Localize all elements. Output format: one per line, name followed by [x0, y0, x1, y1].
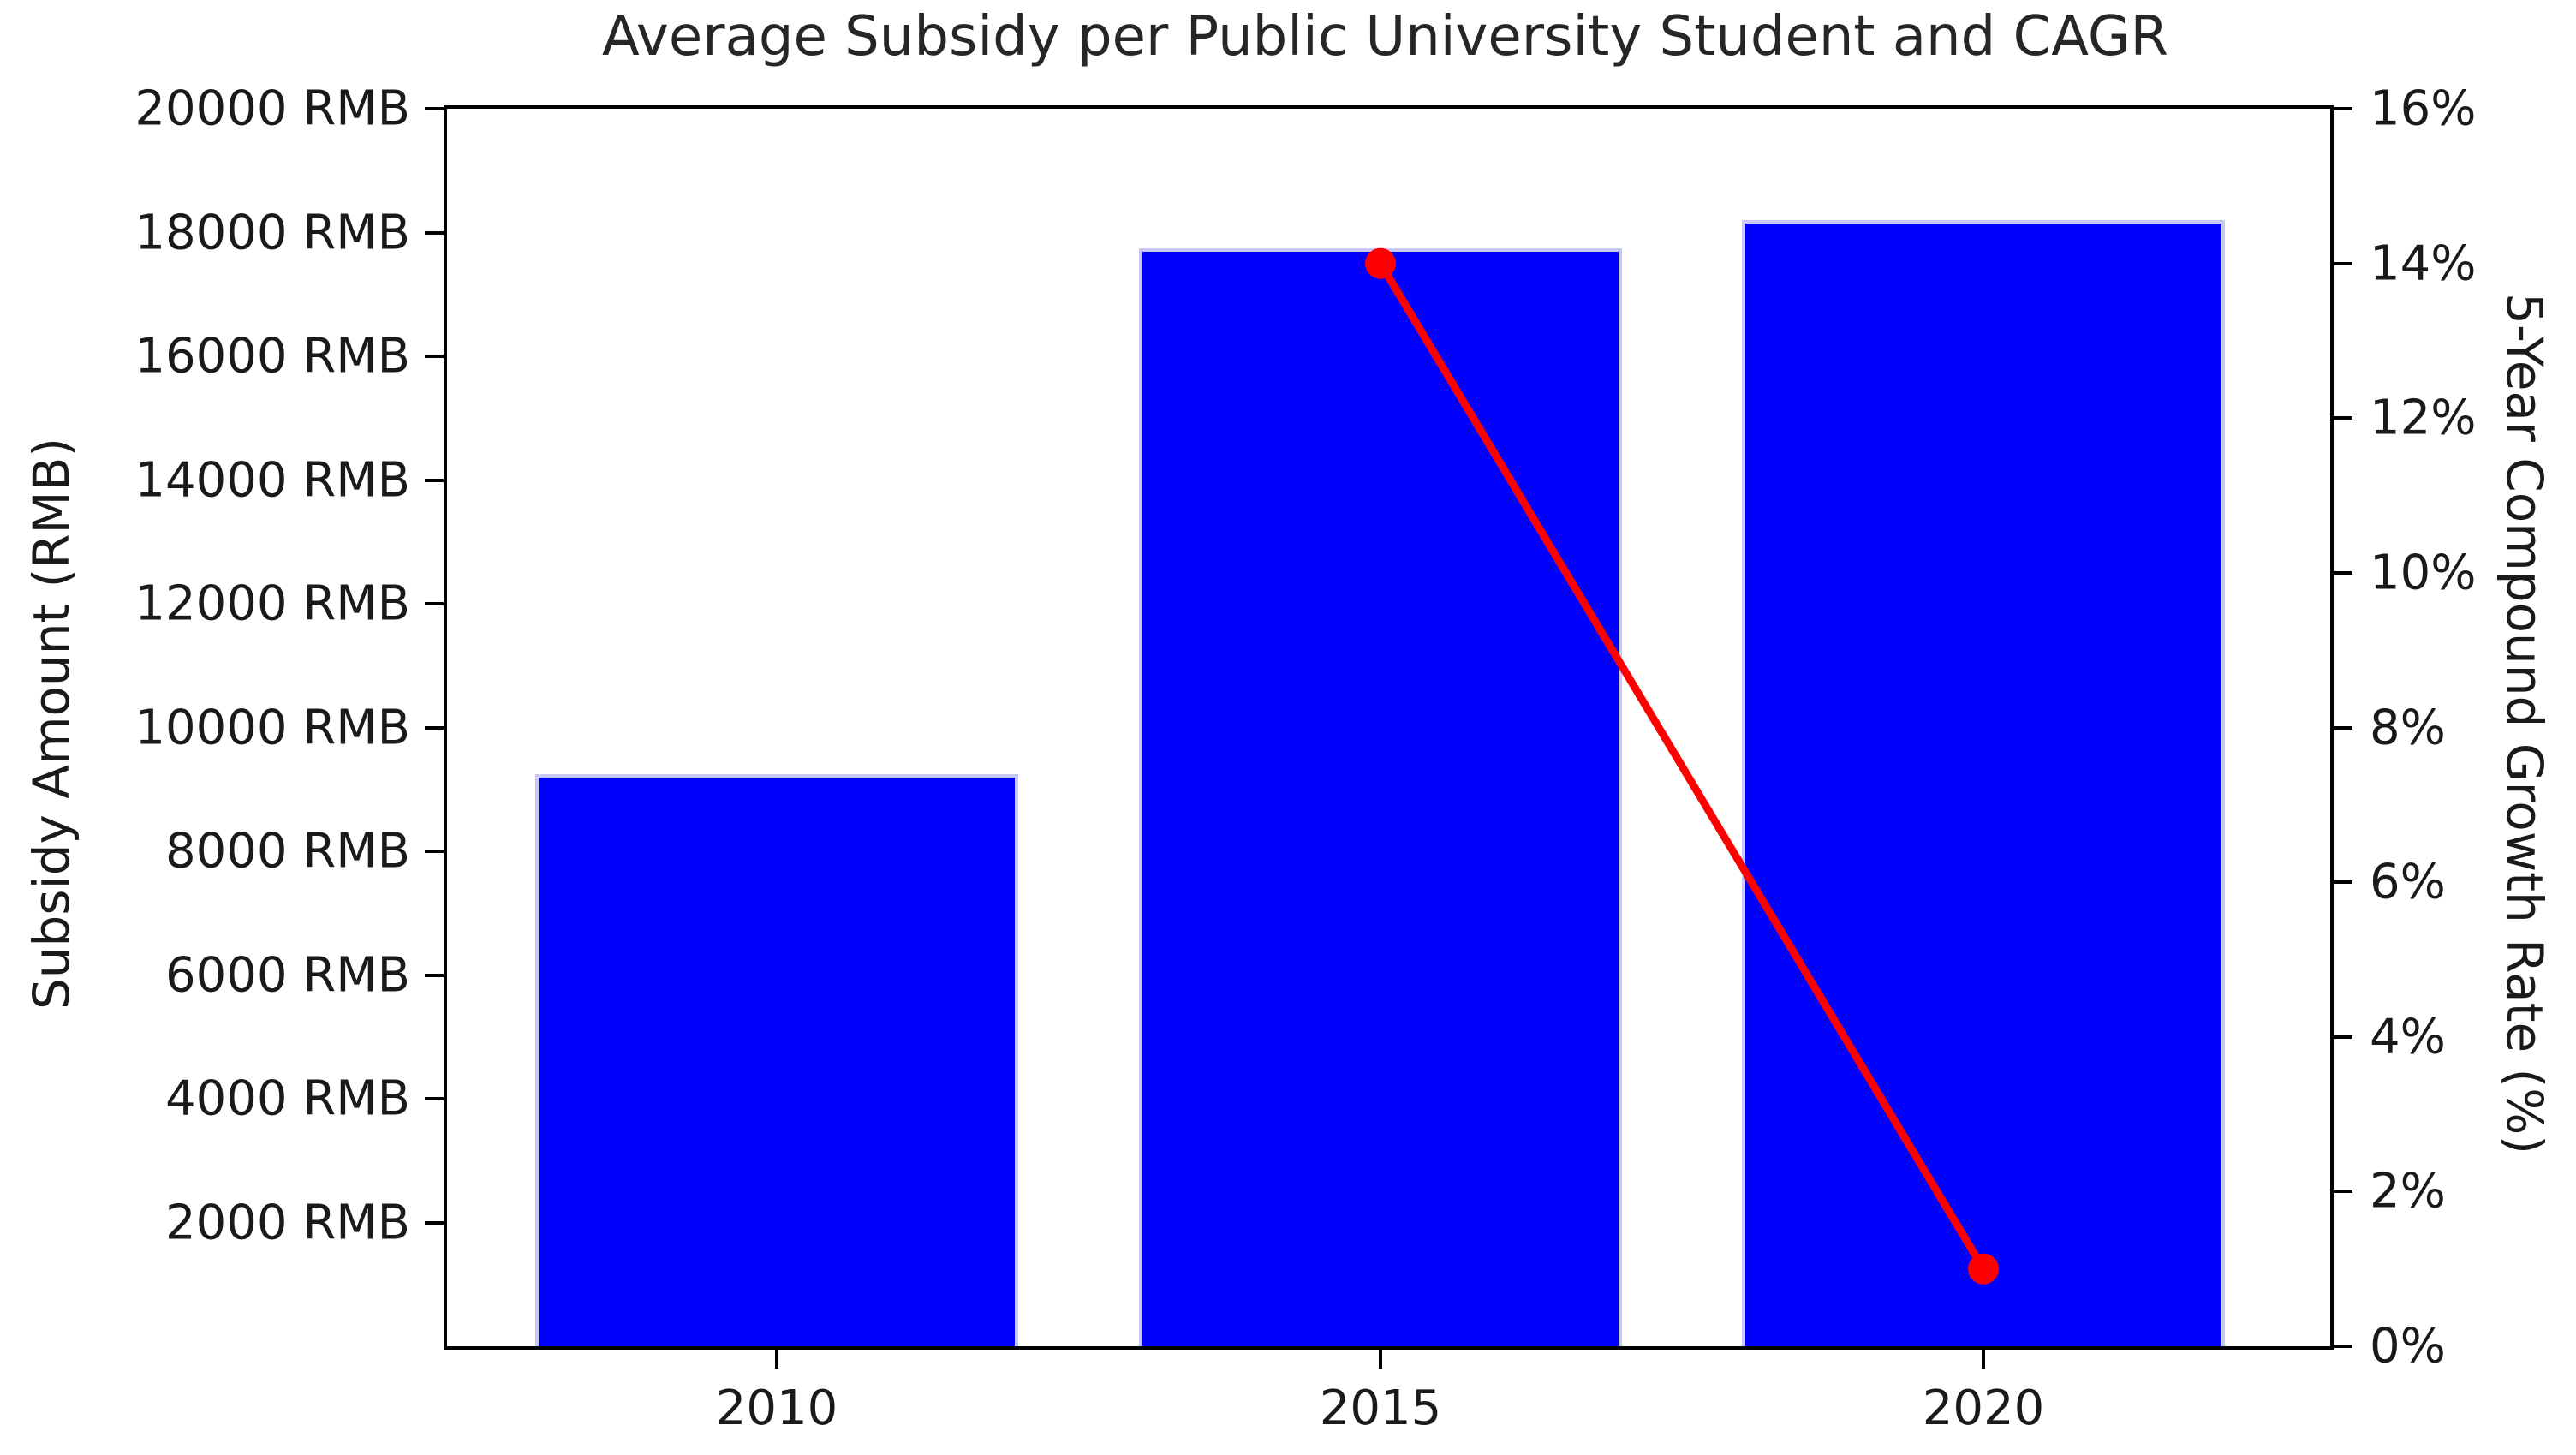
left-axis-tick-2000	[425, 1220, 447, 1225]
bar-2015	[1139, 247, 1622, 1346]
cagr-line-chart	[1365, 247, 1999, 1285]
right-axis-tick-label-2: 2%	[2370, 1163, 2446, 1219]
left-axis-tick-label-16000: 16000 RMB	[134, 328, 410, 385]
chart-title: Average Subsidy per Public University St…	[602, 5, 2168, 69]
right-axis-tick-16	[2330, 107, 2352, 110]
x-axis-tick-label-2010: 2010	[715, 1380, 838, 1436]
cagr-line	[1377, 261, 1987, 1272]
right-axis-tick-4	[2330, 1035, 2352, 1039]
right-axis-tick-label-16: 16%	[2370, 81, 2477, 137]
left-axis-tick-label-8000: 8000 RMB	[165, 823, 410, 880]
cagr-marker-2020	[1968, 1253, 1999, 1285]
right-axis-tick-14	[2330, 261, 2352, 265]
left-axis-tick-label-6000: 6000 RMB	[165, 947, 410, 1003]
left-axis-tick-label-20000: 20000 RMB	[134, 81, 410, 137]
x-axis-tick-2010	[775, 1346, 778, 1369]
right-axis-tick-label-4: 4%	[2370, 1009, 2446, 1065]
left-axis-tick-8000	[425, 850, 447, 853]
right-axis-tick-6	[2330, 880, 2352, 885]
right-axis-tick-label-0: 0%	[2370, 1318, 2446, 1374]
left-axis-tick-4000	[425, 1097, 447, 1100]
left-axis-tick-label-4000: 4000 RMB	[165, 1070, 410, 1127]
left-axis-tick-label-14000: 14000 RMB	[134, 452, 410, 508]
left-axis-tick-6000	[425, 973, 447, 977]
right-axis-tick-8	[2330, 725, 2352, 730]
left-axis-tick-label-2000: 2000 RMB	[165, 1195, 410, 1250]
right-y-axis-label: 5-Year Compound Growth Rate (%)	[2496, 293, 2554, 1154]
left-axis-tick-10000	[425, 725, 447, 730]
cagr-marker-2015	[1365, 247, 1396, 279]
x-axis-tick-2015	[1379, 1346, 1382, 1369]
right-axis-tick-label-6: 6%	[2370, 854, 2446, 910]
left-axis-tick-label-12000: 12000 RMB	[134, 575, 410, 632]
plot-area: 2000 RMB 4000 RMB 6000 RMB 8000 RMB 10000 RM…	[134, 81, 2476, 1437]
bar-2020	[1742, 220, 2225, 1346]
left-axis-tick-14000	[425, 478, 447, 482]
right-axis-tick-label-8: 8%	[2370, 700, 2446, 755]
x-axis-tick-label-2015: 2015	[1319, 1380, 1442, 1436]
left-axis-tick-label-10000: 10000 RMB	[134, 700, 410, 755]
left-axis-tick-18000	[425, 230, 447, 235]
x-axis-tick-2020	[1982, 1346, 1985, 1369]
right-axis-tick-label-12: 12%	[2370, 390, 2477, 446]
right-axis-tick-10	[2330, 570, 2352, 575]
left-axis-tick-20000	[425, 107, 447, 110]
right-axis-tick-label-10: 10%	[2370, 545, 2477, 601]
left-axis-tick-12000	[425, 602, 447, 605]
right-axis-tick-0	[2330, 1345, 2352, 1348]
x-axis-tick-label-2020: 2020	[1922, 1380, 2045, 1436]
right-axis-tick-12	[2330, 416, 2352, 420]
bar-2010	[535, 773, 1018, 1346]
left-axis-tick-label-18000: 18000 RMB	[134, 205, 410, 260]
right-axis-tick-2	[2330, 1190, 2352, 1194]
right-axis-tick-label-14: 14%	[2370, 236, 2477, 292]
left-axis-tick-16000	[425, 355, 447, 358]
